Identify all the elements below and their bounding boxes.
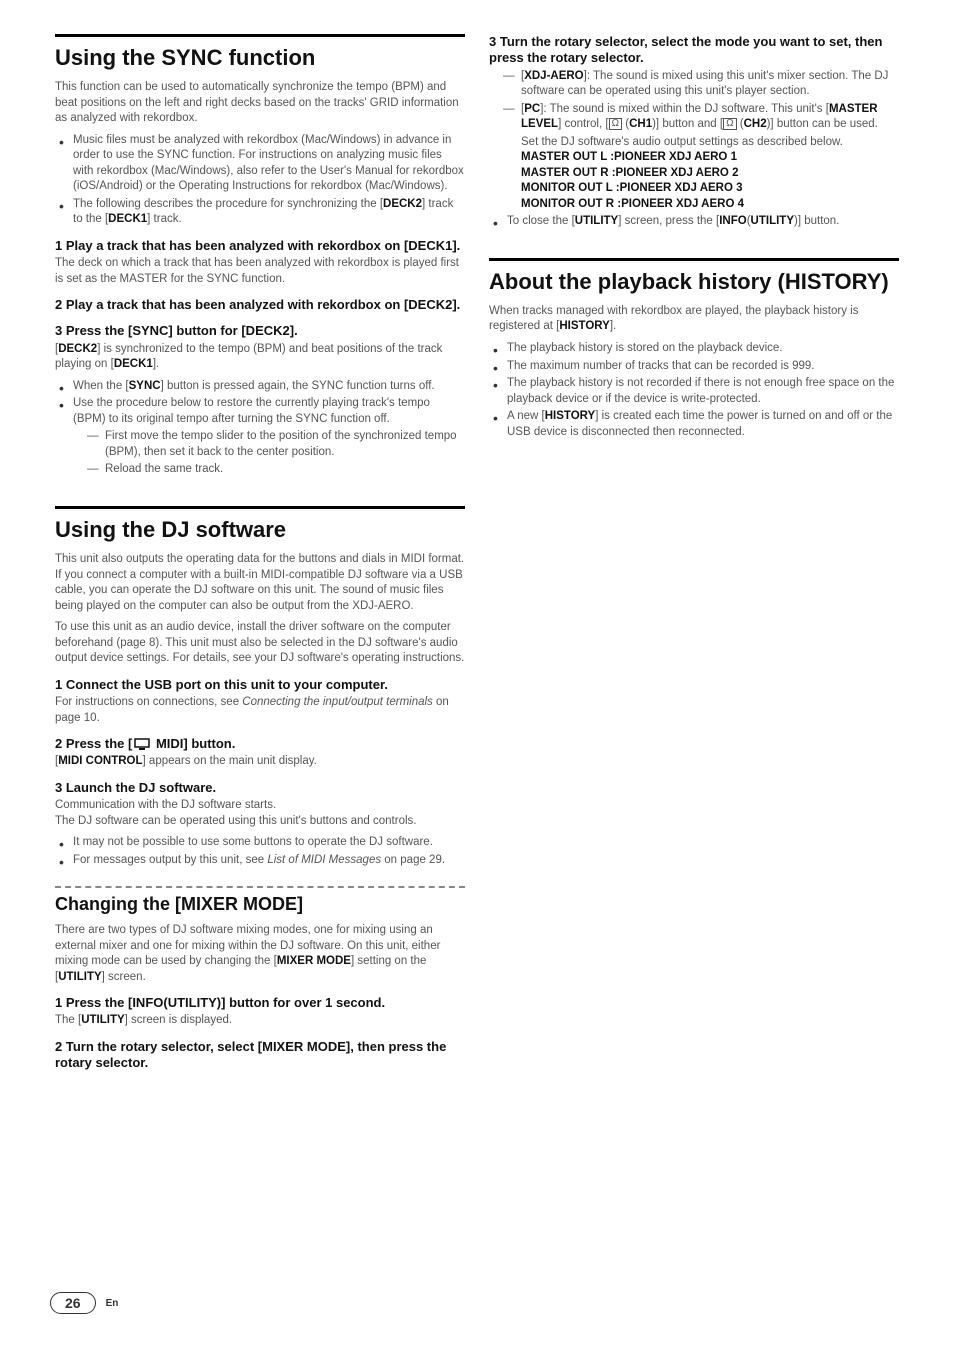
sync-step3-bullets: When the [SYNC] button is pressed again,… (55, 379, 465, 478)
sync-step3-line1: [DECK2] is synchronized to the tempo (BP… (55, 342, 465, 373)
right-d2-l3: Set the DJ software's audio output setti… (521, 135, 899, 151)
mixer-p1: There are two types of DJ software mixin… (55, 923, 465, 985)
dj-s3-l2: The DJ software can be operated using th… (55, 814, 465, 830)
dj-p2: To use this unit as an audio device, ins… (55, 620, 465, 667)
dj-step1: 1 Connect the USB port on this unit to y… (55, 677, 465, 693)
sync-step2: 2 Play a track that has been analyzed wi… (55, 297, 465, 313)
monitor-out-l: MONITOR OUT L :PIONEER XDJ AERO 3 (521, 181, 899, 197)
dj-s3-b1: It may not be possible to use some butto… (55, 835, 465, 851)
right-dashes: [XDJ-AERO]: The sound is mixed using thi… (489, 69, 899, 133)
dj-s3-bullets: It may not be possible to use some butto… (55, 835, 465, 868)
dj-title: Using the DJ software (55, 506, 465, 542)
monitor-out-r: MONITOR OUT R :PIONEER XDJ AERO 4 (521, 197, 899, 213)
sync-s3-d1: First move the tempo slider to the posit… (73, 429, 465, 460)
history-b4: A new [HISTORY] is created each time the… (489, 409, 899, 440)
right-close-bullet: To close the [UTILITY] screen, press the… (489, 214, 899, 230)
right-step3: 3 Turn the rotary selector, select the m… (489, 34, 899, 67)
dj-s2-body: [MIDI CONTROL] appears on the main unit … (55, 754, 465, 770)
dj-p1: This unit also outputs the operating dat… (55, 552, 465, 614)
right-d1: [XDJ-AERO]: The sound is mixed using thi… (489, 69, 899, 100)
sync-title: Using the SYNC function (55, 34, 465, 70)
page-number: 26 (50, 1292, 96, 1314)
master-out-r: MASTER OUT R :PIONEER XDJ AERO 2 (521, 166, 899, 182)
history-bullets: The playback history is stored on the pl… (489, 341, 899, 440)
right-d2: [PC]: The sound is mixed within the DJ s… (489, 102, 899, 133)
page-footer: 26 En (50, 1292, 118, 1314)
mixer-step1: 1 Press the [INFO(UTILITY)] button for o… (55, 995, 465, 1011)
master-out-l: MASTER OUT L :PIONEER XDJ AERO 1 (521, 150, 899, 166)
right-column: 3 Turn the rotary selector, select the m… (489, 34, 899, 1073)
sync-s3-d2: Reload the same track. (73, 462, 465, 478)
left-column: Using the SYNC function This function ca… (55, 34, 465, 1073)
mixer-step2: 2 Turn the rotary selector, select [MIXE… (55, 1039, 465, 1072)
right-indent: Set the DJ software's audio output setti… (489, 135, 899, 213)
dj-s3-l1: Communication with the DJ software start… (55, 798, 465, 814)
sync-s3-dashes: First move the tempo slider to the posit… (73, 429, 465, 478)
mixer-s1-body: The [UTILITY] screen is displayed. (55, 1013, 465, 1029)
dj-step2: 2 Press the [ MIDI] button. (55, 736, 465, 752)
history-b3: The playback history is not recorded if … (489, 376, 899, 407)
right-close: To close the [UTILITY] screen, press the… (489, 214, 899, 230)
dj-s1-body: For instructions on connections, see Con… (55, 695, 465, 726)
sync-bullet-1: Music files must be analyzed with rekord… (55, 133, 465, 195)
sync-intro: This function can be used to automatical… (55, 80, 465, 127)
two-column-layout: Using the SYNC function This function ca… (55, 34, 899, 1073)
sync-bullet-2: The following describes the procedure fo… (55, 197, 465, 228)
dj-step3: 3 Launch the DJ software. (55, 780, 465, 796)
headphone-icon-1: Ω (609, 118, 622, 130)
history-p1: When tracks managed with rekordbox are p… (489, 304, 899, 335)
sync-s3-b2: Use the procedure below to restore the c… (55, 396, 465, 478)
page-lang: En (106, 1298, 119, 1309)
sync-step1: 1 Play a track that has been analyzed wi… (55, 238, 465, 254)
history-title: About the playback history (HISTORY) (489, 258, 899, 294)
dashed-divider (55, 886, 465, 888)
history-b1: The playback history is stored on the pl… (489, 341, 899, 357)
history-b2: The maximum number of tracks that can be… (489, 359, 899, 375)
dj-s3-b2: For messages output by this unit, see Li… (55, 853, 465, 869)
mixer-title: Changing the [MIXER MODE] (55, 894, 465, 915)
sync-step3: 3 Press the [SYNC] button for [DECK2]. (55, 323, 465, 339)
sync-bullets: Music files must be analyzed with rekord… (55, 133, 465, 228)
monitor-icon (134, 738, 150, 750)
sync-s3-b1: When the [SYNC] button is pressed again,… (55, 379, 465, 395)
headphone-icon-2: Ω (723, 118, 736, 130)
sync-step1-body: The deck on which a track that has been … (55, 256, 465, 287)
